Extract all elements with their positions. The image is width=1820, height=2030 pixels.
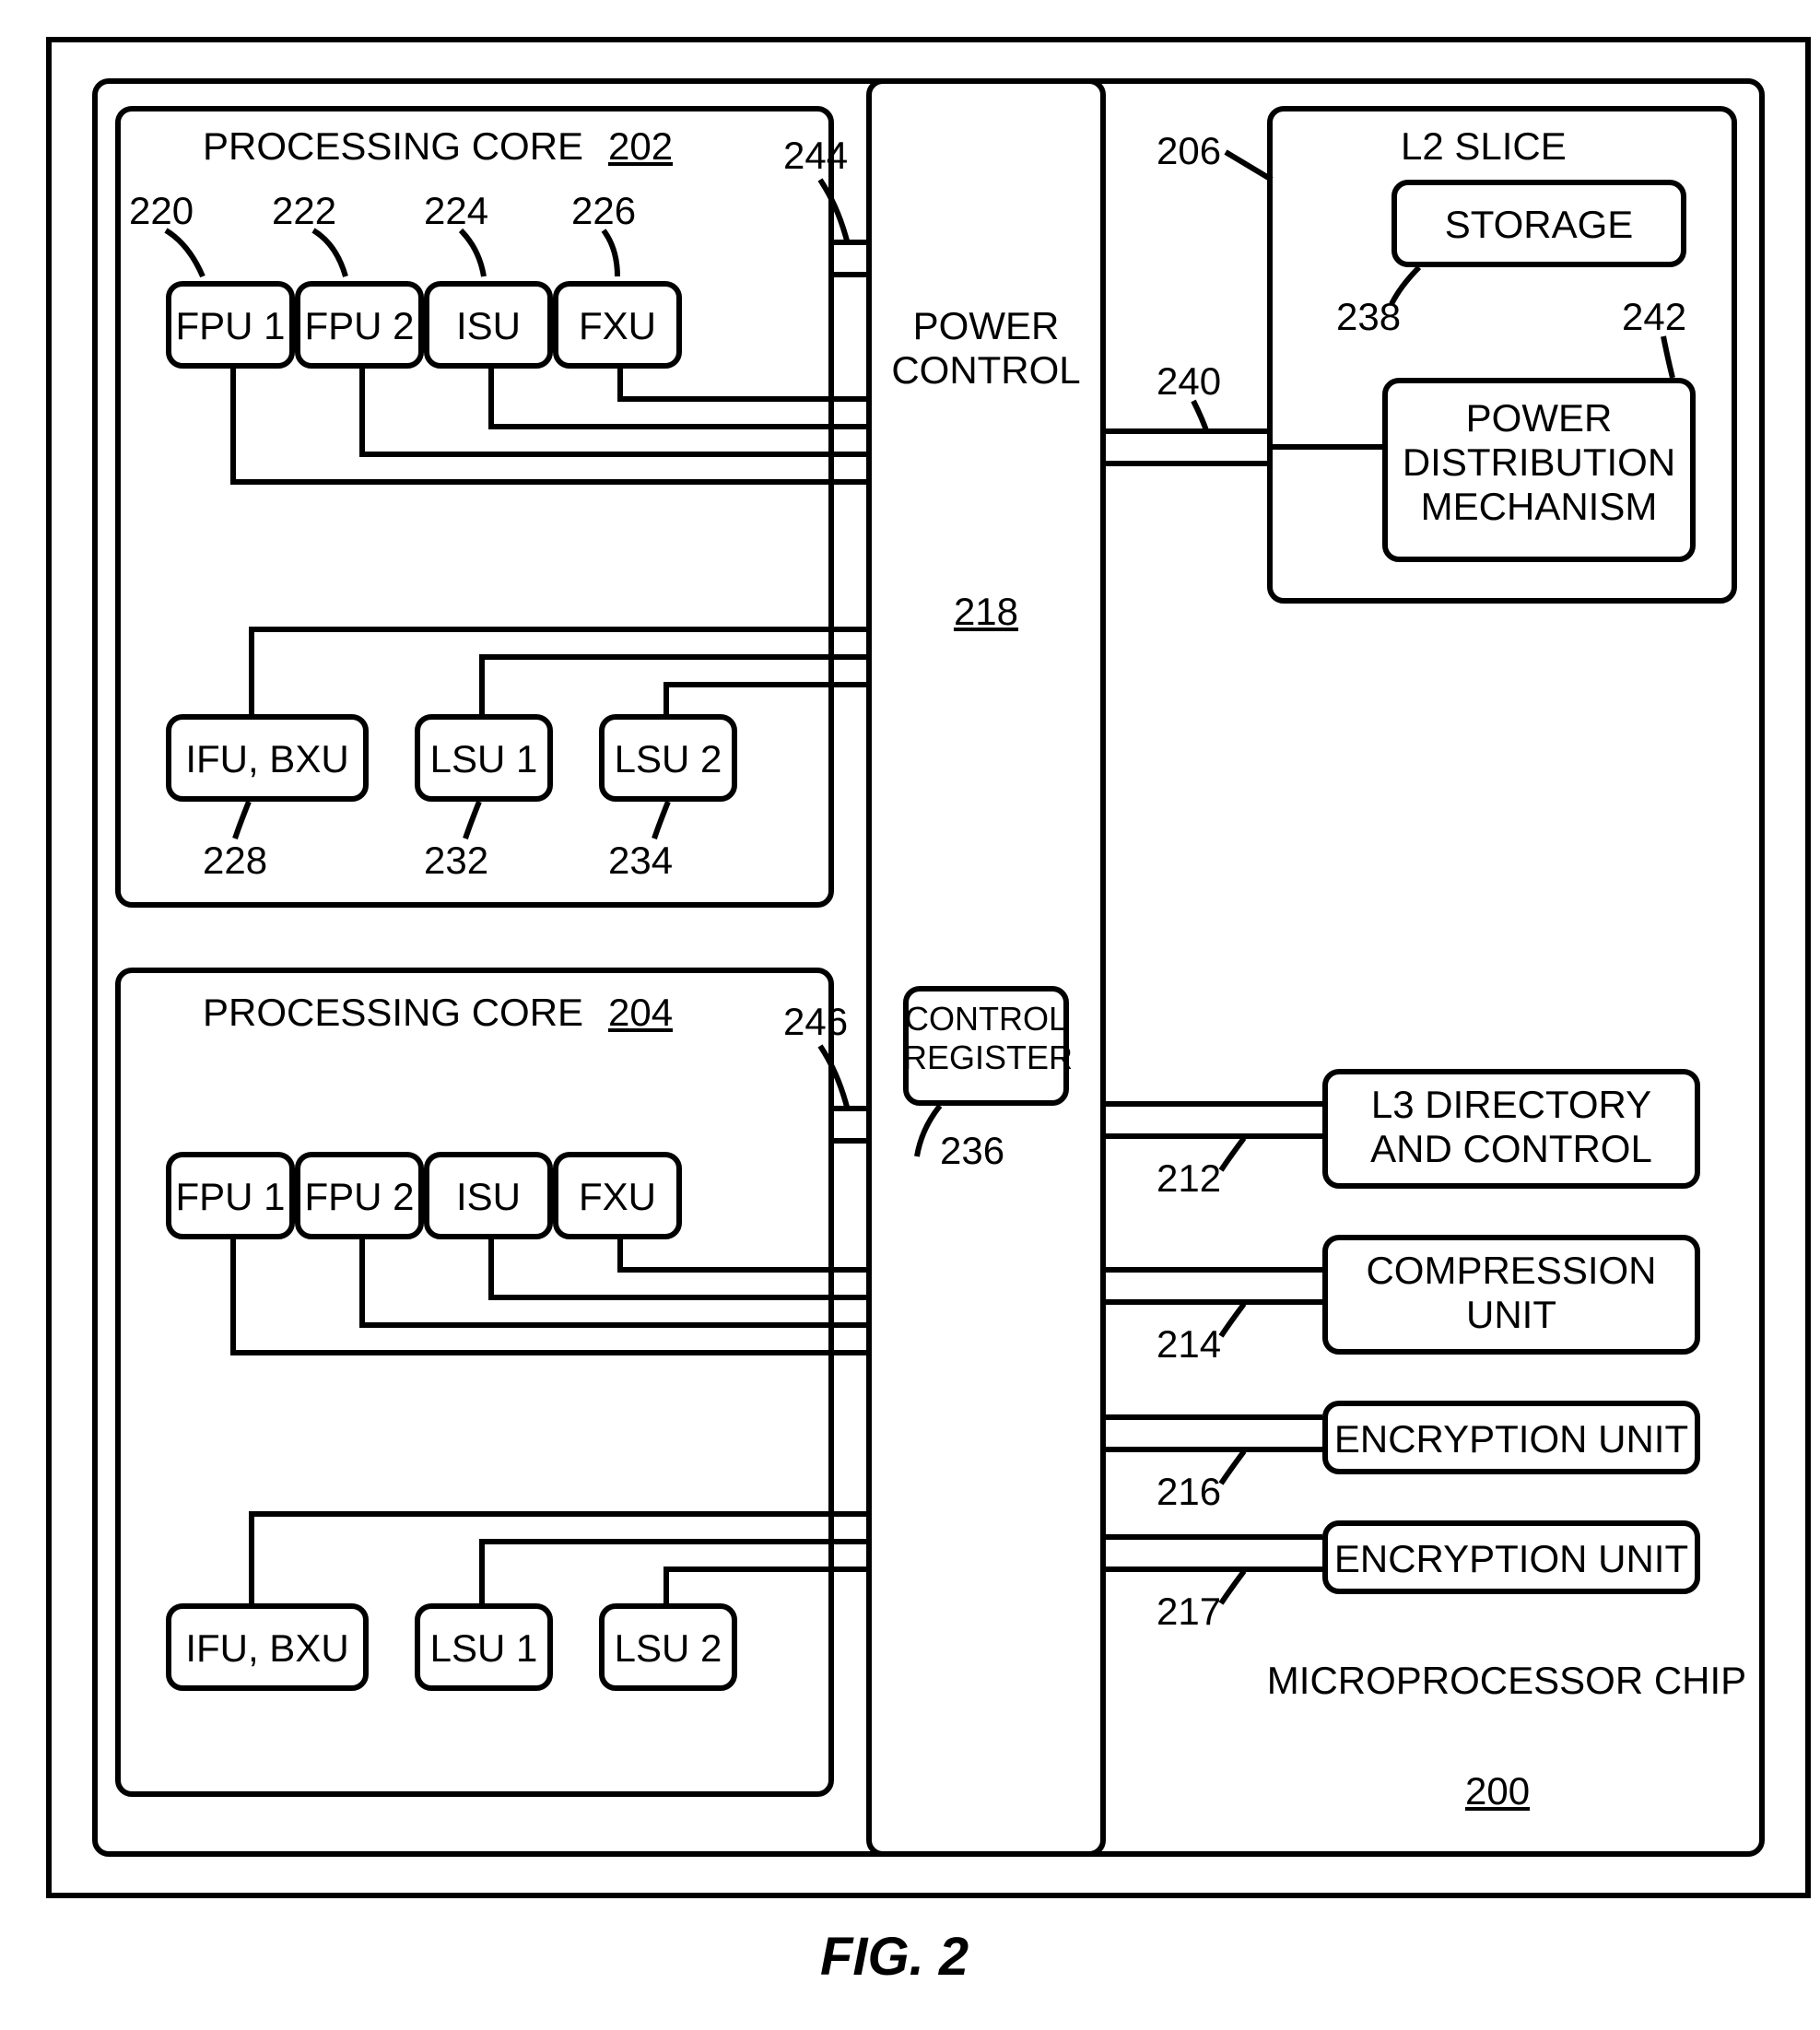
power-control-ref: 218 (866, 590, 1106, 634)
core2-bus-bot (834, 1138, 866, 1144)
core1-isu-label: ISU (424, 304, 553, 348)
core2-fpu2-label: FPU 2 (295, 1175, 424, 1219)
w-c2-t3-v (617, 1239, 623, 1267)
w-c2-t2-v (488, 1239, 494, 1295)
w-c1-b1-v (479, 654, 485, 714)
core2-lsu2-label: LSU 2 (599, 1626, 737, 1671)
control-register-label: CONTROL REGISTER (903, 1000, 1069, 1077)
lead-216 (1212, 1447, 1258, 1488)
w-c1-t2-v (488, 369, 494, 424)
w-c1-b2-v (663, 682, 669, 714)
lead-242 (1645, 332, 1691, 382)
diagram-root: POWER CONTROL 218 CONTROL REGISTER 236 P… (18, 18, 1820, 2012)
lead-226 (594, 226, 650, 281)
lead-220 (161, 226, 217, 281)
chip-ref: 200 (1465, 1769, 1530, 1813)
core1-lsu2-label: LSU 2 (599, 737, 737, 781)
control-register-ref: 236 (940, 1129, 1004, 1173)
core1-fpu1-label: FPU 1 (166, 304, 295, 348)
lead-246 (811, 1041, 866, 1115)
enc1-bus-top (1106, 1414, 1322, 1420)
core2-ifubxu-label: IFU, BXU (166, 1626, 369, 1671)
l3-label: L3 DIRECTORY AND CONTROL (1322, 1083, 1700, 1171)
l2-label: L2 SLICE (1401, 124, 1567, 169)
w-c1-t1-h (359, 452, 866, 457)
lead-234 (645, 802, 700, 857)
storage-label: STORAGE (1391, 203, 1686, 247)
w-c2-t2-h (488, 1295, 866, 1300)
l2-bus-bot (1106, 461, 1267, 466)
w-c1-t3-v (617, 369, 623, 396)
core2-fxu-label: FXU (553, 1175, 682, 1219)
enc2-bus-top (1106, 1534, 1322, 1540)
w-c1-t3-h (617, 396, 866, 402)
core1-ref: 202 (608, 124, 673, 169)
w-c2-t1-h (359, 1322, 866, 1328)
lead-212 (1212, 1133, 1258, 1175)
core1-label: PROCESSING CORE (203, 124, 583, 169)
power-control-label: POWER CONTROL (866, 304, 1106, 393)
core1-lsu1-label: LSU 1 (415, 737, 553, 781)
w-c2-t0-v (230, 1239, 236, 1350)
lead-206 (1221, 138, 1276, 184)
lead-238 (1382, 263, 1428, 309)
comp-bus-top (1106, 1267, 1322, 1273)
w-c1-t2-h (488, 424, 866, 429)
core2-label: PROCESSING CORE (203, 991, 583, 1035)
core2-lsu1-label: LSU 1 (415, 1626, 553, 1671)
w-c2-b1-h (479, 1539, 866, 1544)
core2-ref: 204 (608, 991, 673, 1035)
lead-222 (309, 226, 364, 281)
core2-isu-label: ISU (424, 1175, 553, 1219)
w-c1-b0-v (249, 627, 254, 714)
w-c1-b0-h (249, 627, 866, 632)
enc2-label: ENCRYPTION UNIT (1322, 1537, 1700, 1581)
w-c2-b2-v (663, 1567, 669, 1603)
core1-ifubxu-label: IFU, BXU (166, 737, 369, 781)
lead-224 (456, 226, 511, 281)
w-c2-t3-h (617, 1267, 866, 1273)
w-c2-b0-h (249, 1511, 866, 1517)
pdm-label: POWER DISTRIBUTION MECHANISM (1382, 396, 1696, 529)
l2-inner-line (1267, 444, 1382, 450)
w-c2-b1-v (479, 1539, 485, 1603)
core1-fpu2-label: FPU 2 (295, 304, 424, 348)
l2-ref: 206 (1157, 129, 1221, 173)
lead-214 (1212, 1299, 1258, 1341)
l3-bus-top (1106, 1101, 1322, 1107)
core2-fpu1-label: FPU 1 (166, 1175, 295, 1219)
chip-label: MICROPROCESSOR CHIP (1262, 1659, 1751, 1703)
core1-bus-bot (834, 272, 866, 277)
w-c2-t0-h (230, 1350, 866, 1355)
w-c1-t0-h (230, 479, 866, 485)
enc1-label: ENCRYPTION UNIT (1322, 1417, 1700, 1461)
lead-232 (456, 802, 511, 857)
w-c2-t1-v (359, 1239, 365, 1322)
lead-217 (1212, 1567, 1258, 1608)
lead-228 (226, 802, 281, 857)
w-c1-t0-v (230, 369, 236, 479)
comp-label: COMPRESSION UNIT (1322, 1249, 1700, 1337)
w-c1-t1-v (359, 369, 365, 452)
w-c1-b1-h (479, 654, 866, 660)
w-c2-b0-v (249, 1511, 254, 1603)
core1-bus-ref: 244 (783, 134, 848, 178)
figure-caption: FIG. 2 (820, 1926, 969, 1988)
lead-244 (811, 175, 866, 249)
lead-240 (1184, 396, 1230, 438)
core1-fxu-label: FXU (553, 304, 682, 348)
core2-bus-ref: 246 (783, 1000, 848, 1044)
w-c2-b2-h (663, 1567, 866, 1572)
w-c1-b2-h (663, 682, 866, 687)
